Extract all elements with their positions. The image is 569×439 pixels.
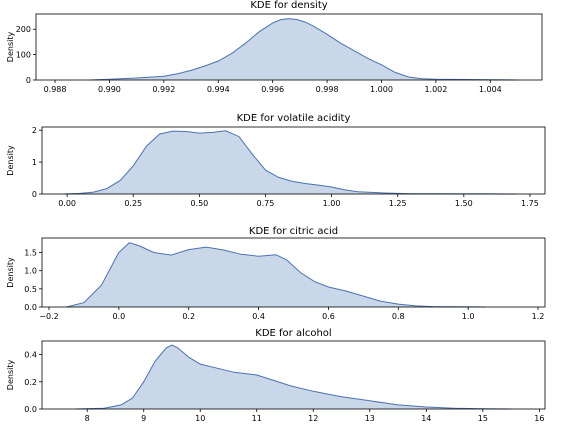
y-tick-label: 0.4	[24, 351, 37, 360]
axes-frame	[35, 13, 543, 81]
x-tick-label: 1.2	[532, 312, 545, 321]
x-tick-label: 0.2	[182, 312, 195, 321]
y-tick-label: 1	[32, 158, 37, 167]
chart-title: KDE for density	[250, 0, 327, 11]
y-axis-label: Density	[6, 32, 15, 63]
axes-frame	[41, 340, 546, 410]
kde-curve-line	[64, 130, 517, 195]
x-tick-label: 0.992	[152, 85, 175, 94]
kde-panel-0: KDE for density Density 0.988 0.990 0.992 0.9…	[6, 0, 543, 94]
y-tick-label: 0	[32, 190, 37, 199]
kde-area-fill	[64, 130, 517, 194]
x-tick-label: 0.988	[44, 85, 67, 94]
x-tick-label: 1.004	[479, 85, 502, 94]
y-tick-label: 100	[16, 51, 31, 60]
x-tick-label: 12	[308, 414, 318, 423]
kde-area-fill	[66, 242, 486, 307]
x-tick-label: 0.998	[316, 85, 339, 94]
x-tick-label: 1.002	[424, 85, 447, 94]
y-axis-label: Density	[6, 257, 15, 288]
x-tick-label: −0.2	[39, 312, 58, 321]
chart-title: KDE for volatile acidity	[237, 113, 351, 124]
x-tick-label: 14	[421, 414, 431, 423]
x-tick-label: 1.50	[455, 199, 473, 208]
axes-frame	[41, 126, 546, 195]
y-tick-label: 0.0	[24, 405, 37, 414]
x-tick-label: 0.6	[322, 312, 335, 321]
y-tick-label: 0	[26, 76, 31, 85]
y-tick-label: 1.0	[24, 267, 37, 276]
y-tick-label: 0.5	[24, 285, 37, 294]
x-tick-label: 10	[195, 414, 205, 423]
x-tick-label: 0.994	[207, 85, 230, 94]
x-tick-label: 0.75	[257, 199, 275, 208]
kde-curve-line	[75, 344, 512, 410]
x-tick-label: 13	[365, 414, 375, 423]
x-tick-label: 0.996	[261, 85, 284, 94]
x-tick-label: 16	[534, 414, 544, 423]
x-tick-label: 8	[85, 414, 90, 423]
y-tick-label: 200	[16, 25, 31, 34]
x-tick-label: 1.75	[521, 199, 539, 208]
x-tick-label: 9	[141, 414, 146, 423]
chart-title: KDE for citric acid	[249, 226, 338, 237]
x-tick-label: 15	[478, 414, 488, 423]
kde-panel-1: KDE for volatile acidity Density 0.00 0.25 0…	[6, 113, 546, 208]
y-tick-label: 0.0	[24, 303, 37, 312]
y-axis-label: Density	[6, 360, 15, 391]
axes-frame	[41, 237, 546, 308]
x-tick-label: 11	[252, 414, 262, 423]
x-tick-label: 0.4	[252, 312, 265, 321]
x-tick-label: 1.0	[462, 312, 475, 321]
x-tick-label: 0.00	[58, 199, 76, 208]
kde-area-fill	[75, 345, 512, 409]
y-tick-label: 1.5	[24, 249, 37, 258]
x-tick-label: 0.0	[112, 312, 125, 321]
chart-title: KDE for alcohol	[255, 328, 331, 339]
x-tick-label: 1.000	[370, 85, 393, 94]
kde-curve-line	[66, 242, 486, 308]
x-tick-label: 0.8	[392, 312, 405, 321]
kde-area-fill	[90, 18, 518, 81]
x-tick-label: 0.50	[190, 199, 208, 208]
kde-panel-3: KDE for alcohol Density 8 9 10 11 12 13 14 15 16 0.…	[6, 328, 546, 423]
x-tick-label: 0.990	[98, 85, 121, 94]
x-tick-label: 1.00	[323, 199, 341, 208]
y-axis-label: Density	[6, 145, 15, 176]
y-tick-label: 2	[32, 126, 37, 135]
x-tick-label: 1.25	[389, 199, 407, 208]
y-tick-label: 0.2	[24, 378, 37, 387]
x-tick-label: 0.25	[124, 199, 142, 208]
kde-curve-line	[90, 18, 518, 81]
